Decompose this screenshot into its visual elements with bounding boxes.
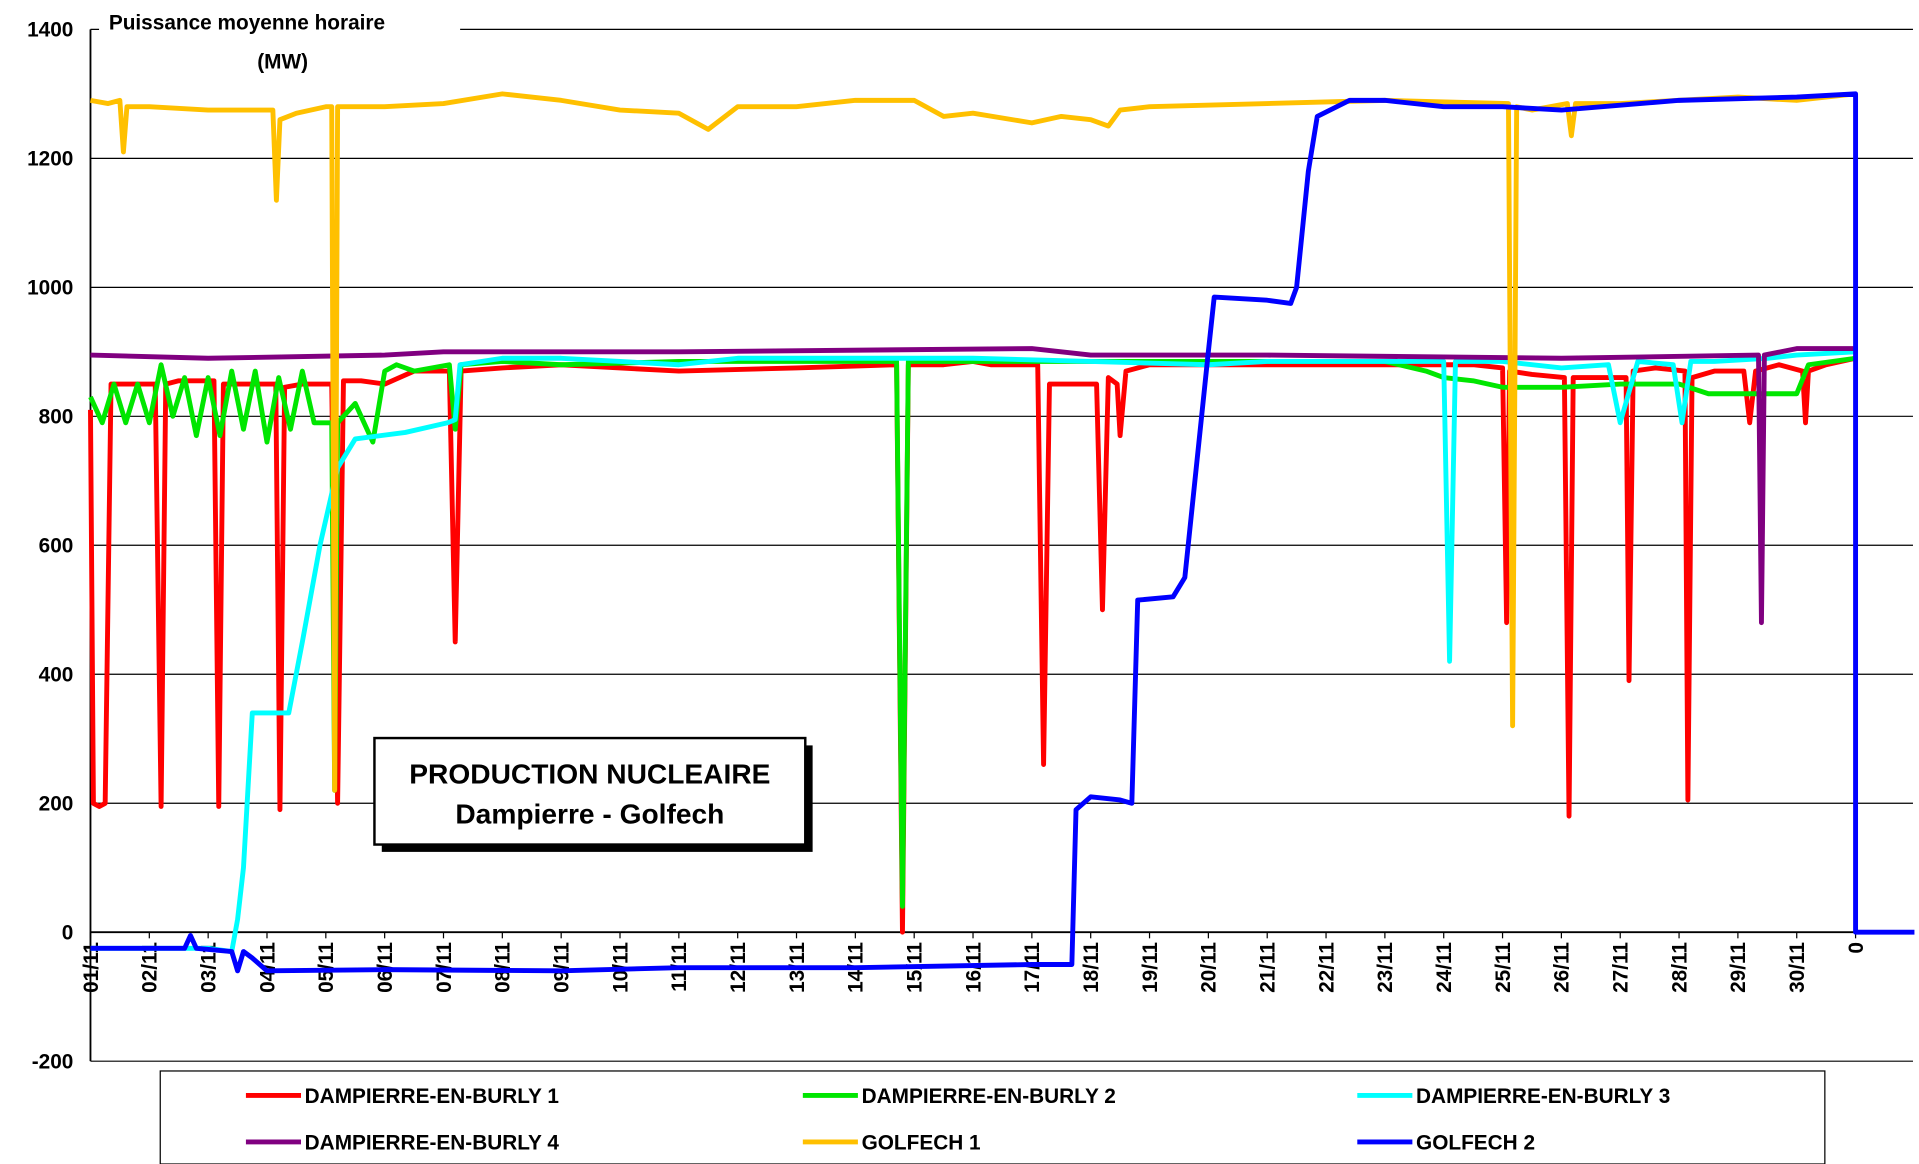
legend-label: DAMPIERRE-EN-BURLY 1 bbox=[305, 1085, 559, 1108]
x-tick-label: 17/11 bbox=[1021, 942, 1044, 993]
x-tick-label: 21/11 bbox=[1257, 942, 1280, 993]
annotation-text: PRODUCTION NUCLEAIRE bbox=[409, 758, 770, 789]
x-tick-label: 09/11 bbox=[551, 942, 574, 993]
x-tick-label: 29/11 bbox=[1727, 942, 1750, 993]
legend-box bbox=[159, 1070, 1826, 1164]
y-tick-label: 0 bbox=[62, 922, 74, 945]
annotation-box bbox=[373, 736, 807, 846]
legend-label: DAMPIERRE-EN-BURLY 4 bbox=[305, 1131, 560, 1154]
x-tick-label: 19/11 bbox=[1139, 942, 1162, 993]
x-tick-label: 27/11 bbox=[1610, 942, 1633, 993]
y-tick-label: 1200 bbox=[27, 148, 73, 171]
x-tick-label: 23/11 bbox=[1374, 942, 1397, 993]
x-tick-label: 18/11 bbox=[1080, 942, 1103, 993]
legend-label: DAMPIERRE-EN-BURLY 3 bbox=[1416, 1085, 1670, 1108]
series-line bbox=[90, 349, 1856, 954]
y-tick-label: 200 bbox=[39, 793, 74, 816]
plot-lines bbox=[88, 91, 1915, 974]
x-tick-label: 25/11 bbox=[1492, 942, 1515, 993]
legend-label: DAMPIERRE-EN-BURLY 2 bbox=[862, 1085, 1116, 1108]
series-line bbox=[90, 91, 1915, 974]
y-tick-label: 800 bbox=[39, 406, 74, 429]
x-tick-label: 28/11 bbox=[1668, 942, 1691, 993]
x-tick-label: 05/11 bbox=[315, 942, 338, 993]
legend-label: GOLFECH 1 bbox=[862, 1131, 981, 1154]
series-line bbox=[90, 346, 1856, 626]
y-tick-label: 600 bbox=[39, 535, 74, 558]
legend: DAMPIERRE-EN-BURLY 1 DAMPIERRE-EN-BURLY 2… bbox=[245, 1085, 1670, 1154]
label-backdrop bbox=[99, 4, 461, 40]
x-tick-label: 04/11 bbox=[256, 942, 279, 993]
y-tick-label: 1400 bbox=[27, 19, 73, 42]
x-tick-label: 30/11 bbox=[1786, 942, 1809, 993]
y-tick-label: 1000 bbox=[27, 277, 73, 300]
x-tick-label: 20/11 bbox=[1198, 942, 1221, 993]
x-tick-label: 0 bbox=[1845, 942, 1868, 954]
x-tick-label: 02/11 bbox=[139, 942, 162, 993]
x-tick-label: 07/11 bbox=[433, 942, 456, 993]
y-axis-label: (MW) bbox=[257, 51, 308, 74]
annotation-text: Dampierre - Golfech bbox=[455, 799, 724, 830]
x-tick-label: 26/11 bbox=[1551, 942, 1574, 993]
x-tick-label: 01/11 bbox=[80, 942, 103, 993]
y-tick-label: -200 bbox=[32, 1051, 74, 1074]
x-tick-label: 24/11 bbox=[1433, 942, 1456, 993]
y-axis-label: Puissance moyenne horaire bbox=[109, 11, 385, 34]
x-tick-label: 22/11 bbox=[1315, 942, 1338, 993]
x-tick-label: 03/11 bbox=[197, 942, 220, 993]
series-line bbox=[88, 355, 1856, 909]
y-tick-label: 400 bbox=[39, 664, 74, 687]
legend-label: GOLFECH 2 bbox=[1416, 1131, 1535, 1154]
grid: -200 0 200 400 600 800 1000 1200 1400 01/11 02/11 0… bbox=[27, 19, 1913, 1074]
x-tick-label: 08/11 bbox=[492, 942, 515, 993]
